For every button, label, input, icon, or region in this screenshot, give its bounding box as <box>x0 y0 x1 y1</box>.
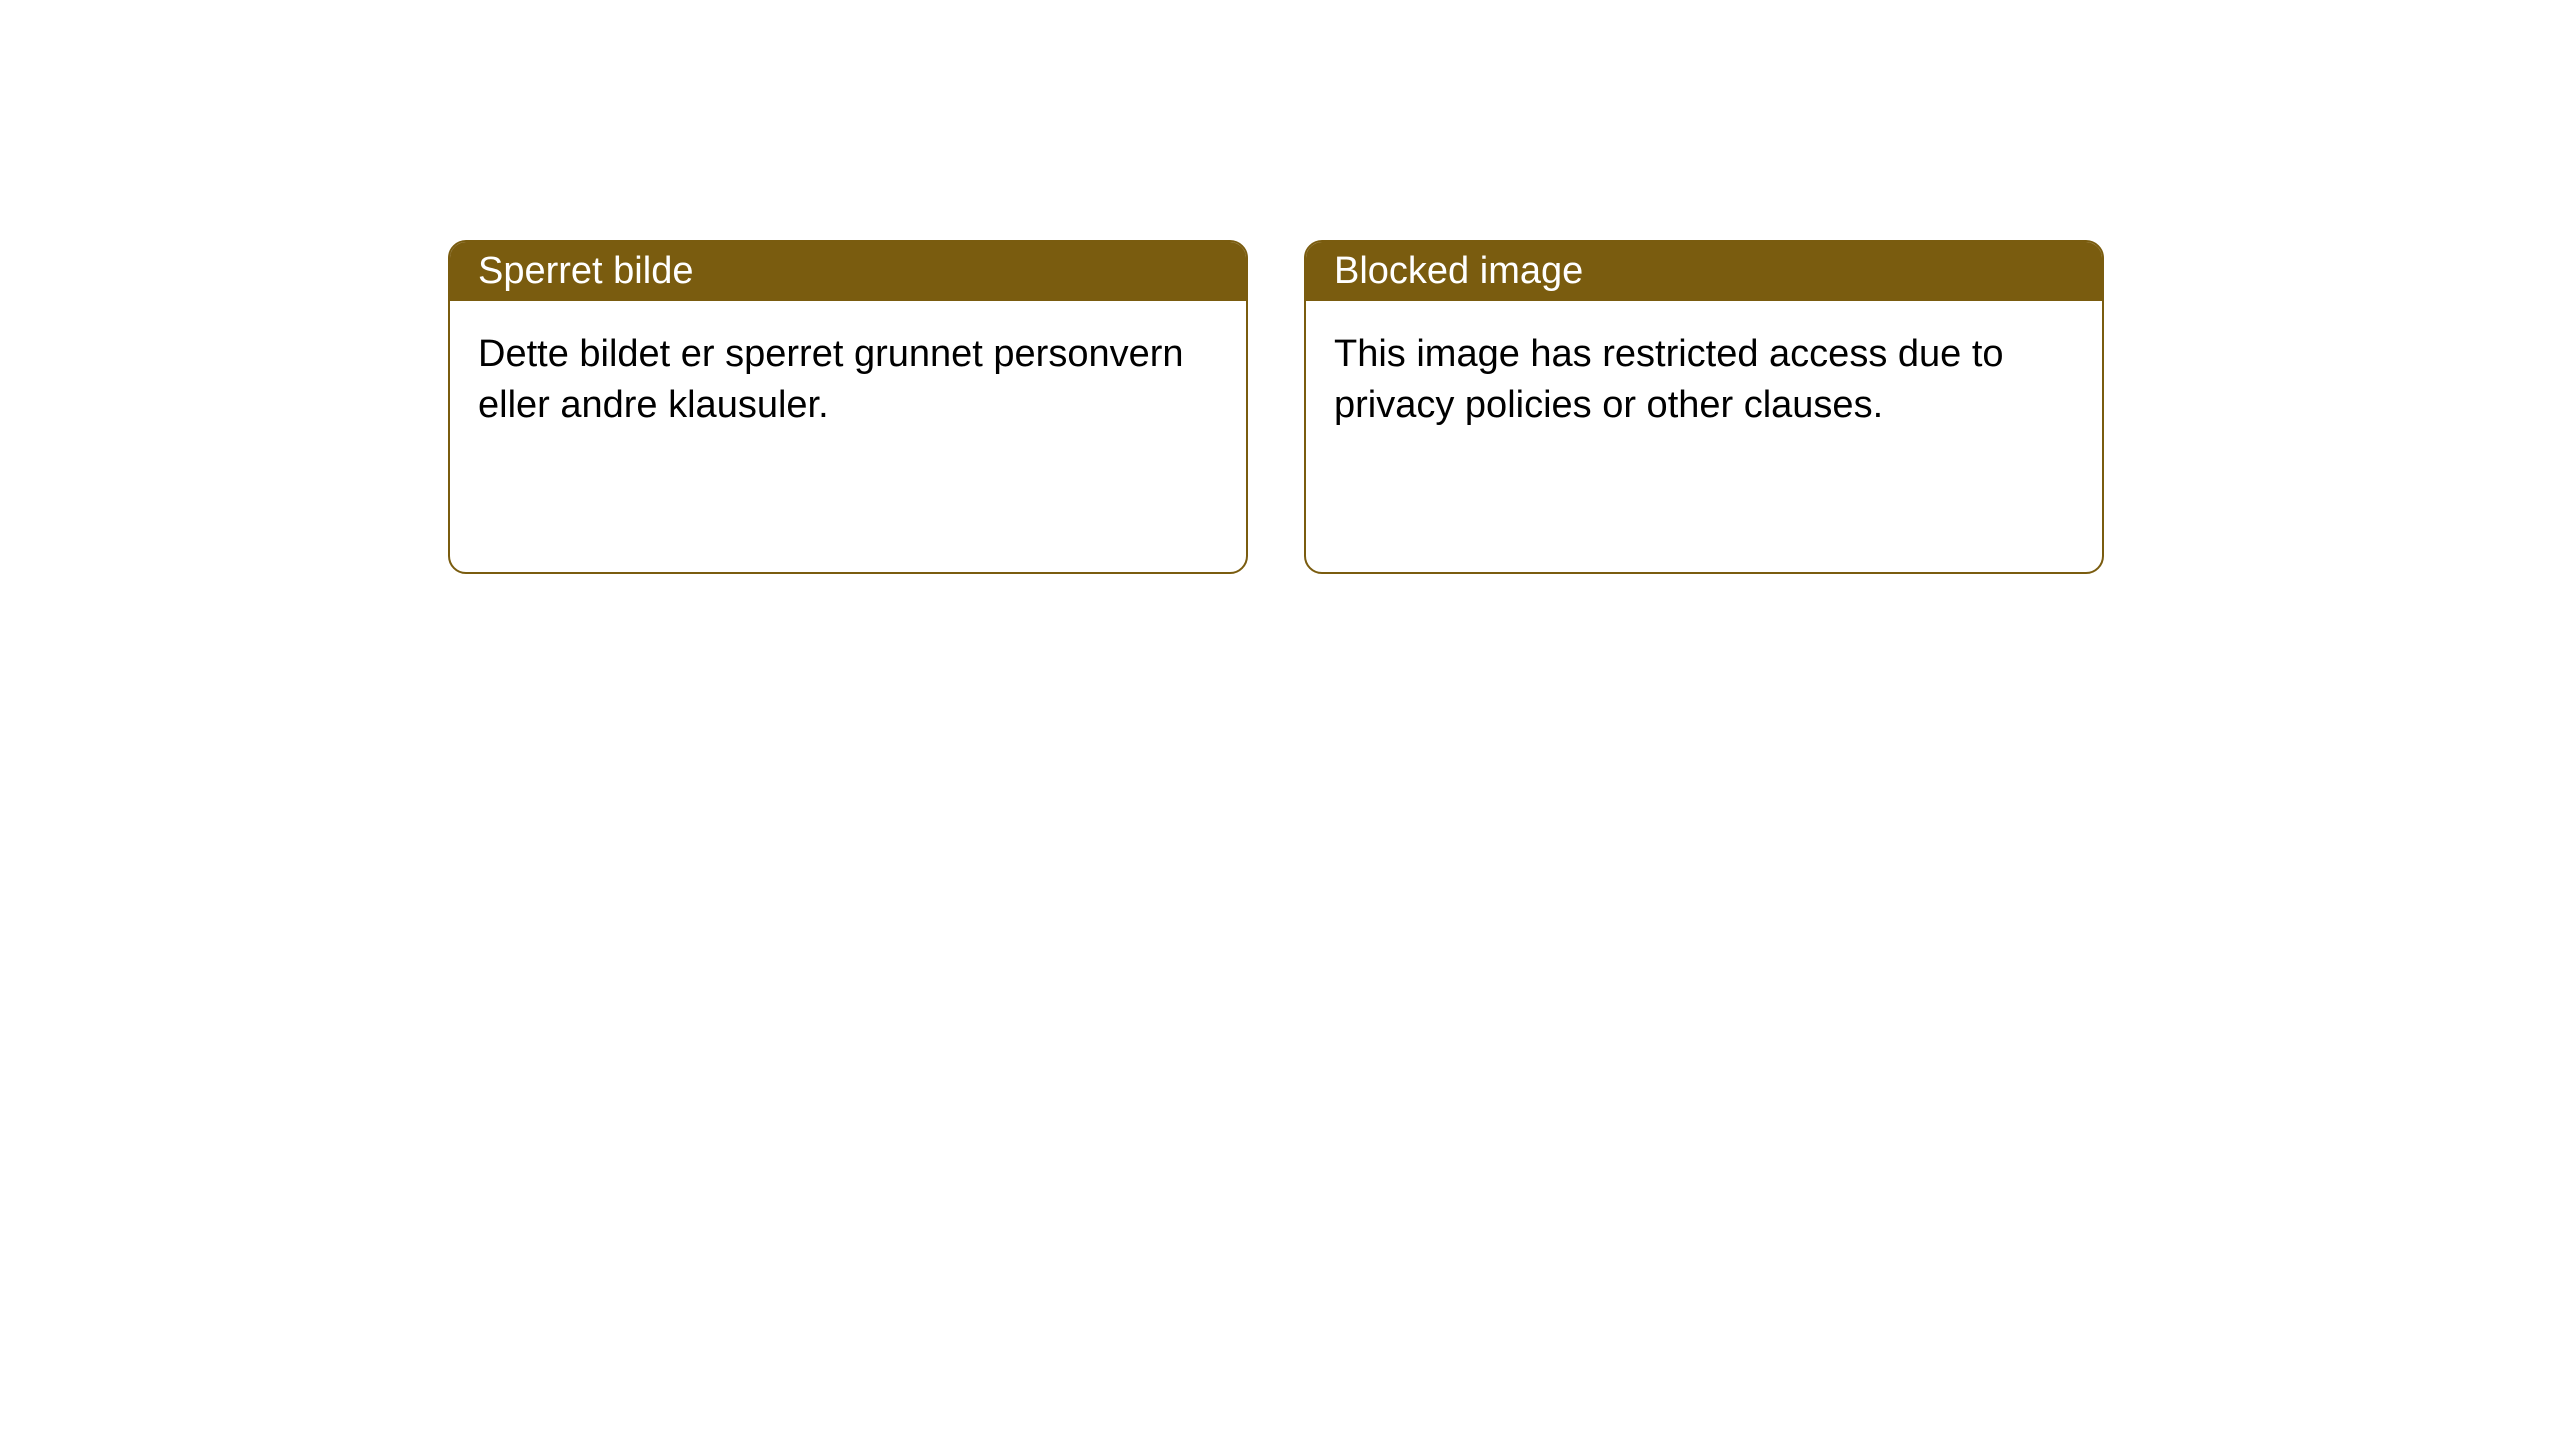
notice-card-norwegian: Sperret bilde Dette bildet er sperret gr… <box>448 240 1248 574</box>
notice-title: Blocked image <box>1306 242 2102 301</box>
notice-body: Dette bildet er sperret grunnet personve… <box>450 301 1246 460</box>
notice-body: This image has restricted access due to … <box>1306 301 2102 460</box>
notice-title: Sperret bilde <box>450 242 1246 301</box>
notice-card-english: Blocked image This image has restricted … <box>1304 240 2104 574</box>
notice-container: Sperret bilde Dette bildet er sperret gr… <box>0 0 2560 574</box>
